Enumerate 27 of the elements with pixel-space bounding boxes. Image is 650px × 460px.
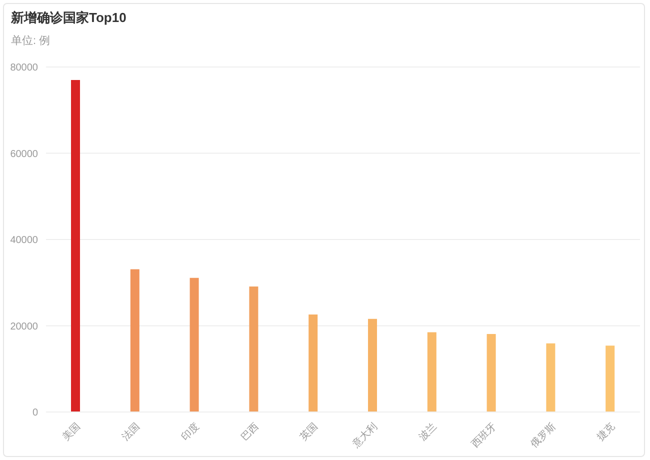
bar	[249, 286, 258, 412]
x-tick-label: 捷克	[594, 420, 618, 444]
x-tick-label: 意大利	[349, 420, 380, 452]
bar	[130, 269, 140, 412]
bar	[546, 343, 556, 412]
x-tick-label: 英国	[298, 420, 320, 444]
x-tick-label: 波兰	[416, 420, 440, 444]
x-tick-label: 巴西	[239, 421, 262, 444]
x-tick-label: 俄罗斯	[528, 420, 558, 450]
bar	[71, 80, 80, 412]
y-tick-label: 40000	[10, 235, 38, 246]
y-tick-label: 20000	[10, 321, 38, 332]
y-tick-label: 60000	[10, 148, 38, 160]
bar	[606, 346, 615, 412]
y-tick-label: 0	[32, 408, 38, 419]
x-tick-label: 法国	[120, 420, 142, 444]
bar	[427, 332, 436, 412]
bar	[190, 278, 199, 412]
chart-title: 新增确诊国家Top10	[11, 10, 126, 26]
x-tick-label: 西班牙	[468, 420, 499, 450]
bar	[486, 334, 496, 412]
y-tick-label: 80000	[10, 62, 38, 74]
bar	[308, 314, 318, 412]
x-tick-label: 印度	[179, 420, 202, 444]
x-tick-label: 美国	[60, 420, 83, 444]
chart-subtitle: 单位: 例	[11, 34, 50, 48]
bar	[368, 318, 377, 412]
